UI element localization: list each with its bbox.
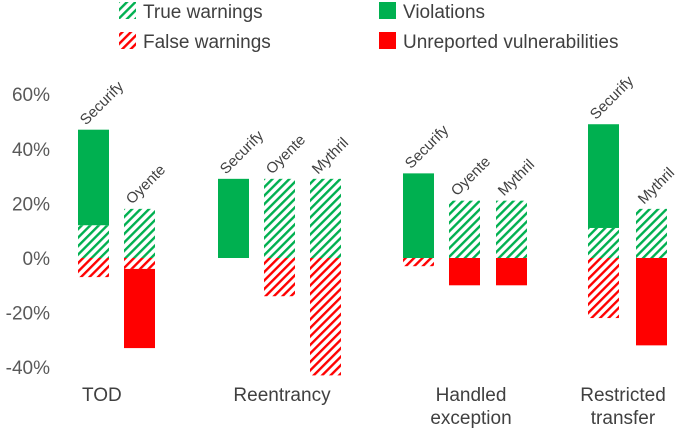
bar-segment-true-warnings-oyente [264, 178, 295, 258]
y-tick-label: 0% [23, 249, 51, 270]
bars [78, 124, 667, 376]
bar-segment-unreported-oyente [449, 258, 480, 286]
bar-segment-true-warnings-securify [588, 227, 619, 258]
bar-segment-false-warnings-oyente [124, 258, 155, 269]
category-label-line: Handled [436, 385, 507, 406]
bar-segment-false-warnings-securify [403, 258, 434, 267]
bar-segment-violations-securify [218, 178, 249, 258]
bar-segment-true-warnings-securify [78, 225, 109, 258]
bar-segment-unreported-mythril [636, 258, 667, 346]
legend: True warnings Violations False warnings Unr… [119, 2, 618, 53]
legend-swatch-violations [379, 2, 396, 19]
legend-label-unreported: Unreported vulnerabilities [403, 32, 618, 53]
category-label-line: Restricted [580, 385, 666, 406]
bar-segment-unreported-oyente [124, 268, 155, 349]
bar-segment-false-warnings-securify [588, 258, 619, 319]
tool-label-mythril: Mythril [635, 164, 675, 207]
bar-segment-false-warnings-securify [78, 258, 109, 278]
y-tick-label: -40% [6, 358, 50, 379]
category-label: Handled exception [430, 385, 511, 429]
bar-segment-true-warnings-oyente [124, 208, 155, 258]
y-tick-label: 60% [12, 85, 50, 106]
bar-segment-false-warnings-mythril [310, 258, 341, 376]
bar-segment-unreported-mythril [496, 258, 527, 286]
legend-label-true_warnings: True warnings [143, 2, 263, 23]
bar-segment-true-warnings-oyente [449, 200, 480, 258]
legend-label-false_warnings: False warnings [143, 32, 271, 53]
tool-label-mythril: Mythril [309, 134, 352, 177]
y-tick-label: 20% [12, 194, 50, 215]
tool-label-securify: Securify [587, 72, 638, 123]
tool-label-oyente: Oyente [263, 131, 309, 177]
category-label: Restricted transfer [580, 385, 666, 429]
category-label-line: exception [430, 408, 511, 429]
tool-label-securify: Securify [402, 122, 453, 173]
bar-segment-violations-securify [403, 173, 434, 258]
tool-label-securify: Securify [217, 127, 268, 178]
tool-label-mythril: Mythril [495, 156, 538, 199]
legend-swatch-false_warnings [119, 32, 136, 49]
bar-segment-true-warnings-mythril [496, 200, 527, 258]
category-label-line: TOD [82, 385, 122, 406]
bar-segment-violations-securify [78, 129, 109, 226]
bar-segment-violations-securify [588, 124, 619, 228]
category-label-line: transfer [591, 408, 656, 429]
tool-label-securify: Securify [77, 78, 128, 129]
legend-label-violations: Violations [403, 2, 485, 23]
legend-swatch-unreported [379, 32, 396, 49]
y-axis: 60% 40% 20% 0% -20% -40% [6, 85, 50, 379]
category-label-line: Reentrancy [233, 385, 331, 406]
y-tick-label: -20% [6, 304, 50, 325]
bar-segment-true-warnings-mythril [636, 208, 667, 258]
tool-label-oyente: Oyente [448, 153, 494, 199]
bar-segment-false-warnings-oyente [264, 258, 295, 297]
category-label: TOD [82, 385, 122, 406]
tool-label-oyente: Oyente [123, 161, 169, 207]
legend-swatch-true_warnings [119, 2, 136, 19]
bar-segment-true-warnings-mythril [310, 178, 341, 258]
category-label: Reentrancy [233, 385, 331, 406]
y-tick-label: 40% [12, 140, 50, 161]
